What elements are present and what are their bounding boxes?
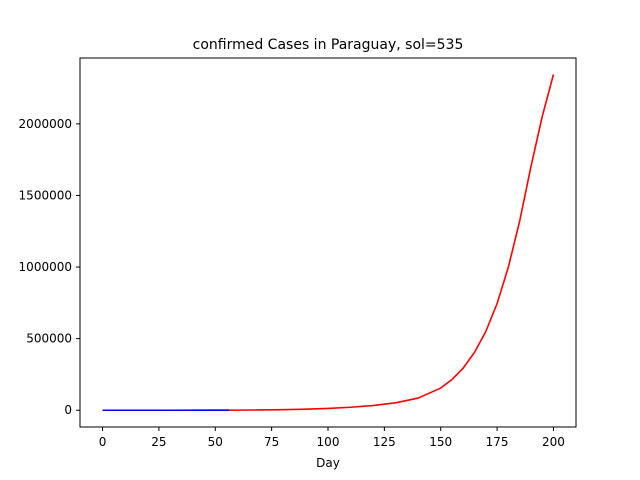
- x-tick-label: 50: [208, 435, 223, 449]
- y-tick-label: 500000: [26, 332, 72, 346]
- x-axis-label: Day: [316, 456, 340, 470]
- x-tick-label: 150: [429, 435, 452, 449]
- y-tick-label: 2000000: [19, 117, 72, 131]
- y-tick-label: 0: [64, 403, 72, 417]
- x-tick-label: 200: [542, 435, 565, 449]
- x-tick-label: 25: [151, 435, 166, 449]
- x-tick-label: 125: [373, 435, 396, 449]
- chart-title: confirmed Cases in Paraguay, sol=535: [193, 37, 464, 53]
- y-tick-label: 1000000: [19, 260, 72, 274]
- y-axis-ticks: 0 500000 1000000 1500000 2000000: [19, 117, 80, 417]
- plot-frame: [79, 57, 577, 428]
- x-tick-label: 0: [99, 435, 107, 449]
- x-tick-label: 75: [264, 435, 279, 449]
- x-tick-label: 100: [317, 435, 340, 449]
- x-tick-label: 175: [486, 435, 509, 449]
- series-layer: [102, 74, 555, 412]
- y-tick-label: 1500000: [19, 188, 72, 202]
- x-axis-ticks: 0 25 50 75 100 125 150 175 200: [99, 427, 565, 449]
- plot-area-background: [80, 58, 576, 427]
